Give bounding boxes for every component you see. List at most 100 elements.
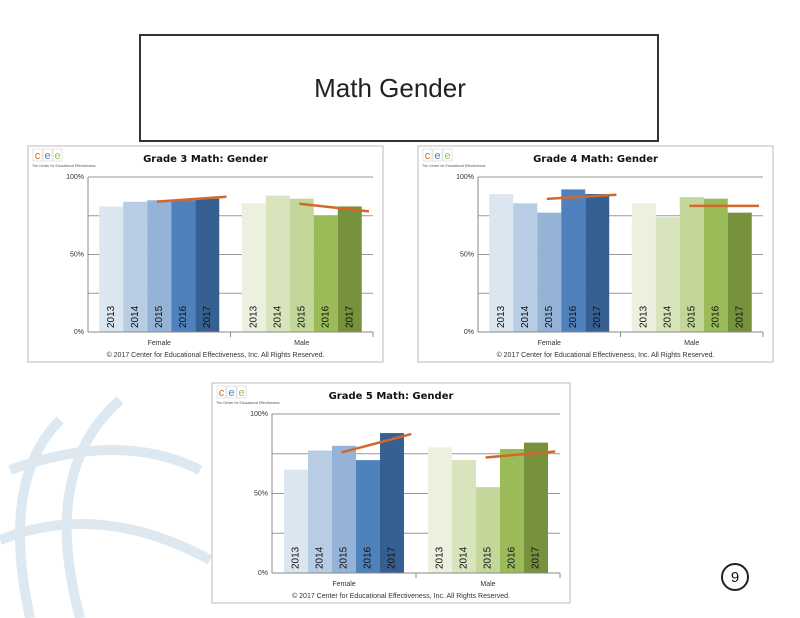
chart-title: Grade 5 Math: Gender (329, 391, 454, 402)
copyright: © 2017 Center for Educational Effectiven… (292, 592, 510, 600)
bar (679, 197, 704, 332)
bar (356, 460, 380, 573)
logo-letter: e (228, 387, 234, 399)
bar (727, 212, 752, 332)
logo-letter: c (425, 150, 431, 162)
globe-decoration (0, 396, 213, 618)
y-tick-label: 0% (258, 570, 268, 577)
bar (99, 206, 124, 332)
logo-letter: e (44, 150, 50, 162)
bar (123, 201, 148, 332)
bar-year-label: 2014 (662, 305, 673, 328)
logo-box (32, 148, 43, 162)
bar-year-label: 2016 (320, 305, 331, 328)
bar-year-label: 2014 (459, 546, 470, 569)
bar (513, 203, 538, 332)
x-tick-label: Female (332, 581, 355, 588)
bar (703, 198, 728, 332)
logo-letter: e (54, 150, 60, 162)
bar-year-label: 2016 (507, 546, 518, 569)
trend-line (156, 195, 227, 203)
trend-line (485, 450, 556, 459)
bar-year-label: 2017 (592, 305, 603, 328)
logo-box (52, 148, 63, 162)
bar-year-label: 2014 (130, 305, 141, 328)
bar (631, 203, 656, 332)
bar (313, 215, 338, 332)
bar-year-label: 2017 (344, 305, 355, 328)
bar (147, 200, 172, 332)
bar-year-label: 2015 (686, 305, 697, 328)
trend-line (546, 193, 617, 201)
logo-box (236, 385, 247, 399)
bar (585, 194, 610, 332)
bar (655, 217, 680, 332)
bar (332, 445, 356, 573)
bar-year-label: 2013 (638, 305, 649, 328)
bar (524, 442, 548, 573)
logo-box (42, 148, 53, 162)
bar-year-label: 2016 (363, 546, 374, 569)
x-tick-label: Male (684, 340, 699, 347)
page-number-badge (721, 563, 749, 591)
bar (428, 447, 452, 573)
bar (171, 200, 196, 332)
logo-letter: e (434, 150, 440, 162)
y-tick-label: 50% (70, 251, 84, 258)
bar (489, 194, 514, 332)
bar-year-label: 2014 (315, 546, 326, 569)
bar (537, 212, 562, 332)
y-tick-label: 100% (456, 174, 474, 181)
trend-line (341, 432, 412, 454)
bar-year-label: 2015 (296, 305, 307, 328)
bar-year-label: 2016 (178, 305, 189, 328)
bar (284, 469, 308, 573)
page-number: 9 (731, 569, 739, 586)
bar (561, 189, 586, 332)
bar-year-label: 2013 (435, 546, 446, 569)
y-tick-label: 50% (254, 490, 268, 497)
x-tick-label: Male (480, 581, 495, 588)
bar-year-label: 2017 (734, 305, 745, 328)
logo-box (432, 148, 443, 162)
bar (380, 433, 404, 573)
logo-tagline: The Center for Educational Effectiveness (216, 401, 280, 405)
bar-year-label: 2013 (496, 305, 507, 328)
bar-year-label: 2016 (710, 305, 721, 328)
bar (289, 198, 314, 332)
chart-title: Grade 4 Math: Gender (533, 154, 658, 165)
bar-year-label: 2015 (154, 305, 165, 328)
bar (476, 487, 500, 573)
bar (308, 450, 332, 573)
copyright: © 2017 Center for Educational Effectiven… (497, 351, 715, 359)
logo-tagline: The Center for Educational Effectiveness (32, 164, 96, 168)
logo-letter: e (238, 387, 244, 399)
bar-year-label: 2017 (387, 546, 398, 569)
title-box (139, 34, 659, 142)
logo-box (422, 148, 433, 162)
bar-year-label: 2014 (520, 305, 531, 328)
bar-year-label: 2017 (202, 305, 213, 328)
logo-box (442, 148, 453, 162)
logo-letter: e (444, 150, 450, 162)
chart-title: Grade 3 Math: Gender (143, 154, 268, 165)
bar (195, 198, 220, 332)
y-tick-label: 100% (66, 174, 84, 181)
y-tick-label: 0% (74, 329, 84, 336)
bar-year-label: 2013 (248, 305, 259, 328)
bar-year-label: 2013 (291, 546, 302, 569)
y-tick-label: 50% (460, 251, 474, 258)
logo-box (226, 385, 237, 399)
slide-title: Math Gender (314, 73, 466, 103)
y-tick-label: 0% (464, 329, 474, 336)
x-tick-label: Male (294, 340, 309, 347)
bar-year-label: 2017 (531, 546, 542, 569)
bar-year-label: 2015 (544, 305, 555, 328)
logo-letter: c (35, 150, 41, 162)
bar-year-label: 2016 (568, 305, 579, 328)
